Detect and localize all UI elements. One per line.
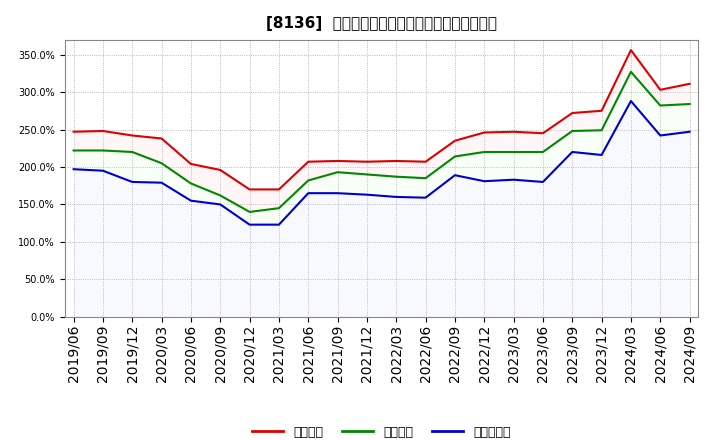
Line: 流動比率: 流動比率 — [73, 50, 690, 190]
現预金比率 — [392, 194, 400, 200]
現预金比率 — [157, 180, 166, 185]
当座比率 — [333, 169, 342, 175]
Line: 現预金比率: 現预金比率 — [73, 101, 690, 225]
当座比率 — [186, 181, 195, 186]
現预金比率 — [363, 192, 372, 197]
現预金比率 — [99, 168, 107, 173]
当座比率 — [128, 149, 137, 154]
当座比率 — [246, 209, 254, 215]
流動比率 — [626, 48, 635, 53]
現预金比率 — [568, 149, 577, 154]
流動比率 — [274, 187, 283, 192]
当座比率 — [656, 103, 665, 108]
当座比率 — [216, 193, 225, 198]
当座比率 — [157, 161, 166, 166]
当座比率 — [274, 205, 283, 211]
流動比率 — [568, 110, 577, 116]
現预金比率 — [451, 172, 459, 178]
当座比率 — [392, 174, 400, 180]
流動比率 — [157, 136, 166, 141]
流動比率 — [539, 131, 547, 136]
現预金比率 — [626, 99, 635, 104]
流動比率 — [69, 129, 78, 134]
現预金比率 — [304, 191, 312, 196]
流動比率 — [509, 129, 518, 134]
流動比率 — [333, 158, 342, 164]
流動比率 — [186, 161, 195, 167]
当座比率 — [99, 148, 107, 153]
現预金比率 — [421, 195, 430, 200]
当座比率 — [626, 69, 635, 74]
当座比率 — [480, 149, 489, 154]
当座比率 — [363, 172, 372, 177]
当座比率 — [685, 101, 694, 106]
現预金比率 — [69, 167, 78, 172]
現预金比率 — [274, 222, 283, 227]
Title: [8136]  流動比率、当座比率、現预金比率の推移: [8136] 流動比率、当座比率、現预金比率の推移 — [266, 16, 497, 32]
当座比率 — [598, 128, 606, 133]
当座比率 — [421, 176, 430, 181]
当座比率 — [451, 154, 459, 159]
流動比率 — [598, 108, 606, 114]
流動比率 — [128, 133, 137, 138]
流動比率 — [99, 128, 107, 134]
流動比率 — [421, 159, 430, 165]
流動比率 — [246, 187, 254, 192]
現预金比率 — [685, 129, 694, 134]
当座比率 — [304, 178, 312, 183]
現预金比率 — [128, 180, 137, 185]
現预金比率 — [216, 202, 225, 207]
現预金比率 — [539, 180, 547, 185]
現预金比率 — [598, 152, 606, 158]
現预金比率 — [246, 222, 254, 227]
当座比率 — [568, 128, 577, 134]
現预金比率 — [186, 198, 195, 203]
当座比率 — [539, 149, 547, 154]
流動比率 — [480, 130, 489, 135]
Line: 当座比率: 当座比率 — [73, 72, 690, 212]
Legend: 流動比率, 当座比率, 現预金比率: 流動比率, 当座比率, 現预金比率 — [247, 421, 516, 440]
現预金比率 — [333, 191, 342, 196]
流動比率 — [656, 87, 665, 92]
流動比率 — [451, 138, 459, 143]
現预金比率 — [656, 133, 665, 138]
流動比率 — [304, 159, 312, 165]
当座比率 — [69, 148, 78, 153]
流動比率 — [216, 167, 225, 172]
現预金比率 — [480, 179, 489, 184]
流動比率 — [685, 81, 694, 86]
当座比率 — [509, 149, 518, 154]
流動比率 — [392, 158, 400, 164]
流動比率 — [363, 159, 372, 165]
現预金比率 — [509, 177, 518, 182]
